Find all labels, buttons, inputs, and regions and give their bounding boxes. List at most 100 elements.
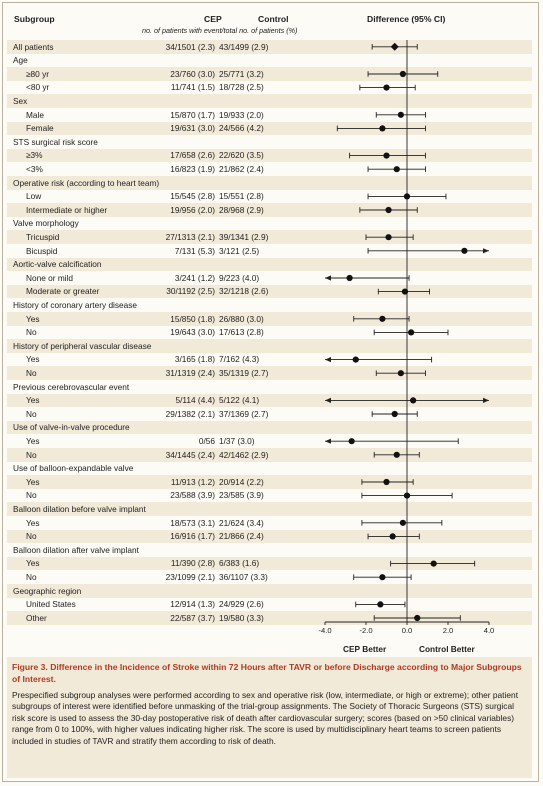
caption-body: Prespecified subgroup analyses were perf…	[12, 690, 519, 746]
group-row: Use of valve-in-valve procedure	[7, 420, 532, 435]
subgroup-row: No 29/1382 (2.1) 37/1369 (2.7)	[7, 407, 532, 421]
control-value: 5/122 (4.1)	[219, 395, 260, 406]
row-label: No	[26, 367, 37, 378]
subgroup-row: No 31/1319 (2.4) 35/1319 (2.7)	[7, 366, 532, 380]
control-value: 21/866 (2.4)	[219, 531, 264, 542]
subgroup-header: Subgroup	[14, 14, 55, 24]
ci-arrow-high	[483, 397, 489, 403]
control-value: 1/37 (3.0)	[219, 435, 255, 446]
subgroup-row: ≥3% 17/658 (2.6) 22/620 (3.5)	[7, 148, 532, 163]
cep-value: 11/741 (1.5)	[170, 82, 215, 93]
control-value: 19/933 (2.0)	[219, 109, 264, 120]
point-estimate-marker	[379, 125, 386, 132]
ci-arrow-low	[325, 397, 331, 403]
control-value: 20/914 (2.2)	[219, 476, 264, 487]
group-row: Use of balloon-expandable valve	[7, 462, 532, 476]
control-value: 32/1218 (2.6)	[219, 286, 269, 297]
subgroup-row: Low 15/545 (2.8) 15/551 (2.8)	[7, 190, 532, 204]
cep-value: 11/390 (2.8)	[170, 558, 215, 569]
cep-value: 31/1319 (2.4)	[165, 367, 215, 378]
point-estimate-diamond	[390, 42, 399, 51]
point-estimate-marker	[397, 370, 404, 377]
cep-value: 19/643 (3.0)	[170, 327, 215, 338]
subgroup-row: ≥80 yr 23/760 (3.0) 25/771 (3.2)	[7, 67, 532, 81]
point-estimate-marker	[389, 533, 396, 540]
cep-value: 22/587 (3.7)	[170, 612, 215, 623]
point-estimate-marker	[399, 70, 406, 78]
row-label: Geographic region	[13, 585, 82, 596]
control-value: 15/551 (2.8)	[219, 191, 264, 202]
row-label: STS surgical risk score	[13, 136, 98, 147]
control-value: 24/566 (4.2)	[219, 123, 264, 134]
control-value: 25/771 (3.2)	[219, 68, 264, 79]
row-label: Yes	[26, 476, 40, 487]
row-label: <80 yr	[26, 82, 50, 93]
control-value: 22/620 (3.5)	[219, 150, 264, 161]
group-row: Geographic region	[7, 584, 532, 598]
row-label: Age	[13, 55, 28, 66]
row-label: Other	[26, 612, 47, 623]
row-label: Male	[26, 109, 44, 120]
subgroup-row: Yes 15/850 (1.8) 26/880 (3.0)	[7, 312, 532, 326]
cep-value: 23/760 (3.0)	[170, 68, 215, 79]
cep-value: 7/131 (5.3)	[174, 245, 215, 256]
row-label: Yes	[26, 517, 40, 528]
point-estimate-marker	[383, 478, 390, 486]
row-label: Previous cerebrovascular event	[13, 381, 130, 392]
point-estimate-marker	[430, 560, 437, 567]
group-row: Aortic-valve calcification	[7, 257, 532, 272]
point-estimate-marker	[414, 614, 421, 622]
cep-value: 3/241 (1.2)	[174, 272, 215, 283]
row-label: ≥80 yr	[26, 68, 49, 79]
cep-value: 18/573 (3.1)	[170, 517, 215, 528]
point-estimate-marker	[408, 329, 415, 336]
subgroup-row: No 23/588 (3.9) 23/585 (3.9)	[7, 489, 532, 503]
cep-value: 15/850 (1.8)	[170, 313, 215, 324]
cep-value: 27/1313 (2.1)	[165, 231, 215, 242]
x-tick-label: 4.0	[484, 626, 495, 635]
control-value: 18/728 (2.5)	[219, 82, 264, 93]
control-value: 24/929 (2.6)	[219, 599, 264, 610]
subgroup-row: Female 19/631 (3.0) 24/566 (4.2)	[7, 121, 532, 136]
row-label: History of peripheral vascular disease	[13, 340, 152, 351]
cep-value: 11/913 (1.2)	[170, 476, 215, 487]
row-label: None or mild	[26, 272, 74, 283]
cep-value: 30/1192 (2.5)	[166, 286, 215, 297]
row-label: No	[26, 449, 37, 460]
x-tick-label: 0.0	[402, 626, 413, 635]
cep-value: 17/658 (2.6)	[170, 150, 215, 161]
point-estimate-marker	[377, 601, 384, 608]
figure-caption: Figure 3. Difference in the Incidence of…	[7, 657, 532, 778]
row-label: Yes	[26, 435, 40, 446]
row-label: Use of balloon-expandable valve	[13, 463, 134, 474]
row-label: No	[26, 490, 37, 501]
group-row: Balloon dilation after valve implant	[7, 543, 532, 557]
control-value: 19/580 (3.3)	[219, 612, 264, 623]
control-better-label: Control Better	[419, 644, 475, 654]
point-estimate-marker	[385, 206, 392, 214]
row-label: Yes	[26, 558, 40, 569]
control-value: 39/1341 (2.9)	[219, 231, 269, 242]
cep-value: 5/114 (4.4)	[175, 395, 215, 406]
control-value: 36/1107 (3.3)	[219, 571, 268, 582]
row-label: Tricuspid	[26, 231, 60, 242]
row-label: All patients	[13, 41, 54, 52]
row-label: Operative risk (according to heart team)	[13, 177, 160, 188]
subgroup-row: Yes 0/56 1/37 (3.0)	[7, 434, 532, 448]
x-tick-label: 2.0	[443, 626, 454, 635]
row-label: Yes	[26, 354, 40, 365]
group-row: Operative risk (according to heart team)	[7, 176, 532, 190]
group-row: Sex	[7, 94, 532, 108]
subgroup-row: Bicuspid 7/131 (5.3) 3/121 (2.5)	[7, 244, 532, 258]
point-estimate-marker	[401, 288, 409, 295]
control-value: 21/624 (3.4)	[219, 517, 264, 528]
subgroup-row: Yes 11/390 (2.8) 6/383 (1.6)	[7, 556, 532, 571]
group-row: Valve morphology	[7, 217, 532, 231]
control-value: 21/862 (2.4)	[219, 163, 264, 174]
subgroup-row: No 19/643 (3.0) 17/613 (2.8)	[7, 326, 532, 340]
subgroup-row: No 16/916 (1.7) 21/866 (2.4)	[7, 529, 532, 544]
point-estimate-marker	[383, 152, 390, 159]
point-estimate-marker	[410, 397, 417, 404]
point-estimate-marker	[379, 574, 386, 581]
row-label: No	[26, 327, 37, 338]
